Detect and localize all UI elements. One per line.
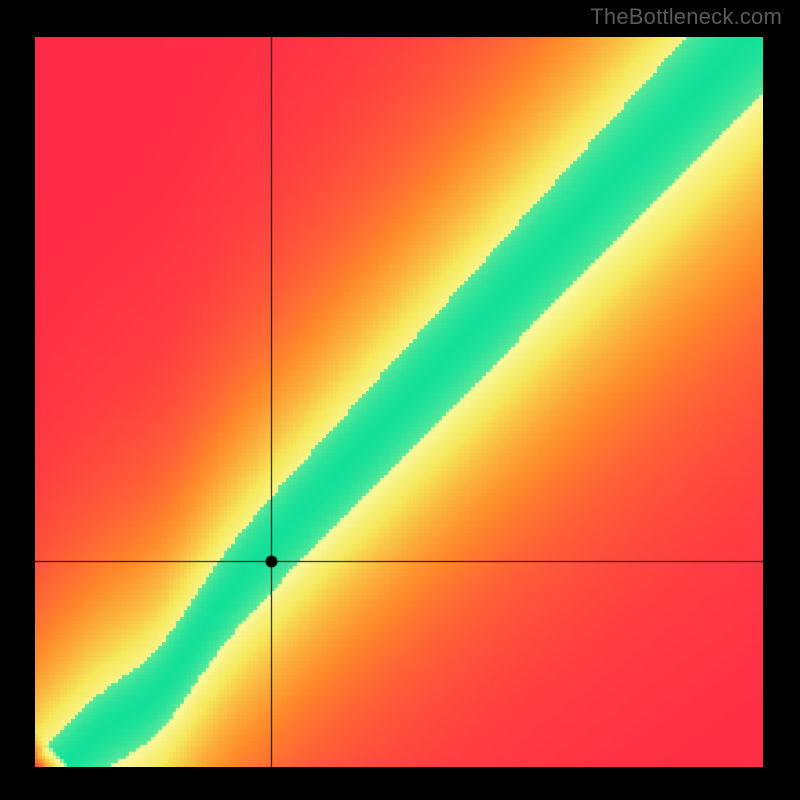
plot-area [35, 37, 763, 767]
heatmap-canvas [35, 37, 763, 767]
watermark-text: TheBottleneck.com [590, 4, 782, 30]
chart-container: TheBottleneck.com [0, 0, 800, 800]
